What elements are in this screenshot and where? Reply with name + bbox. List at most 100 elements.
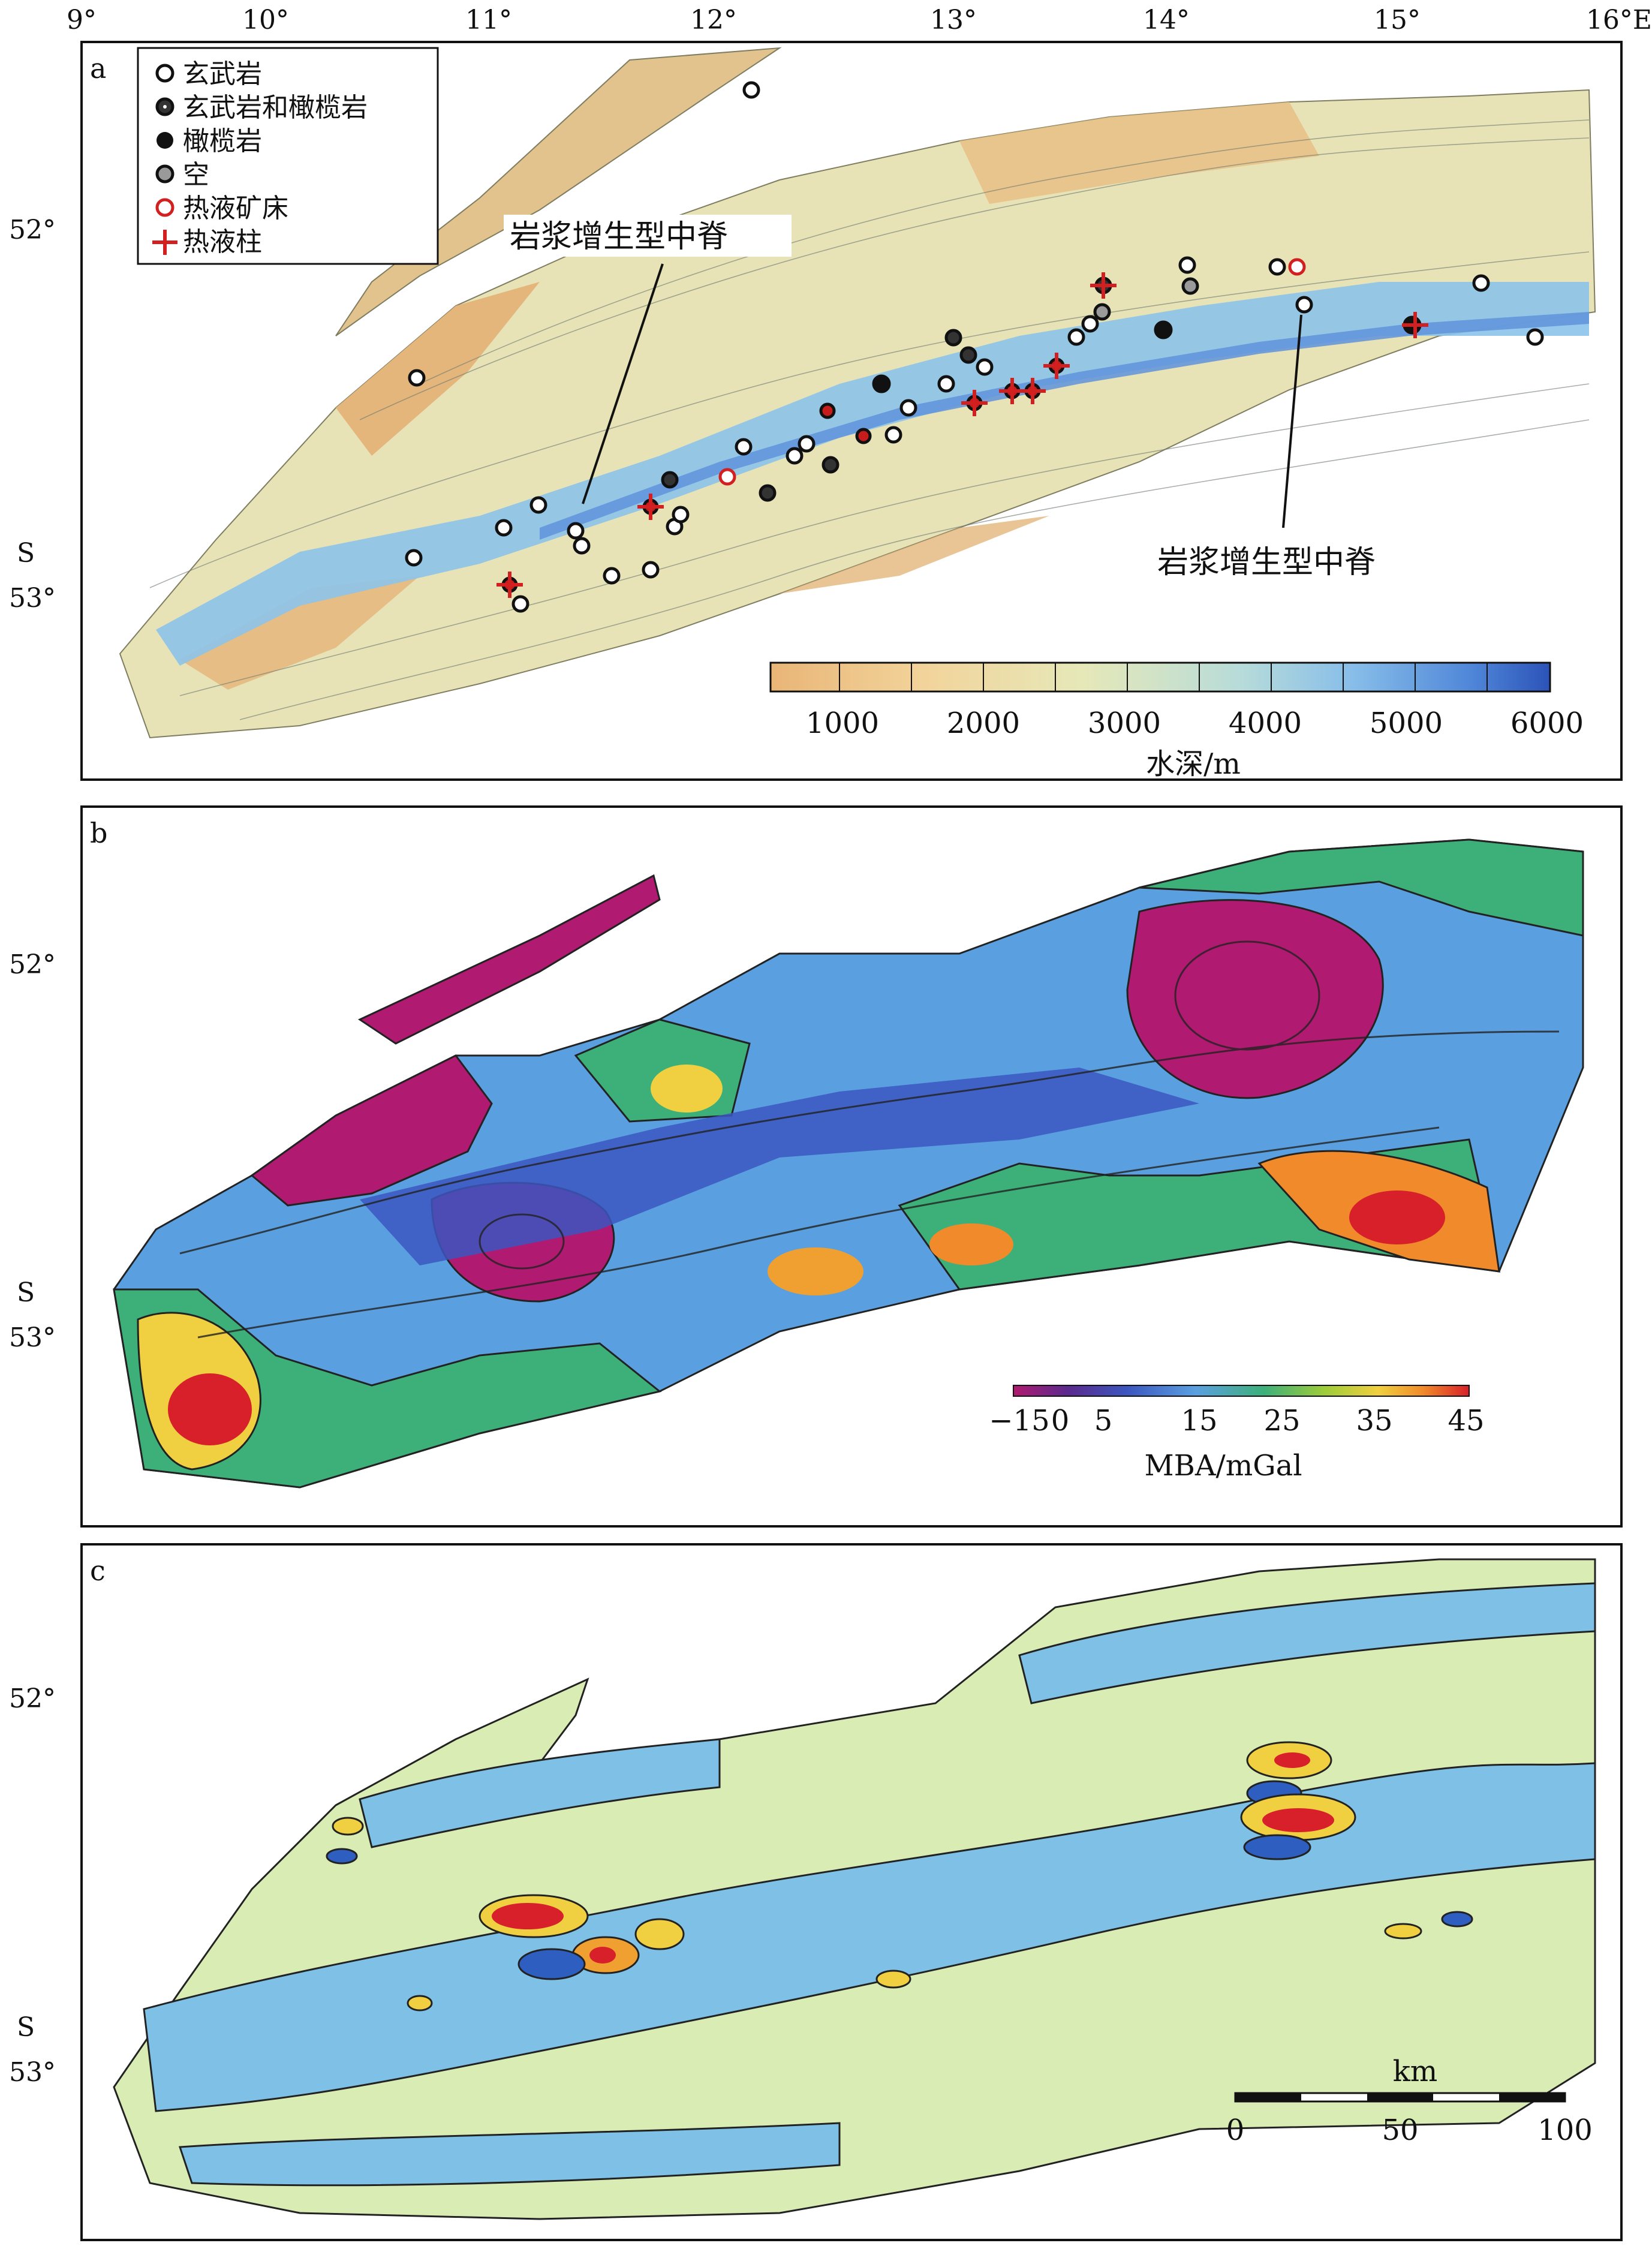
basalt-marker [405, 549, 423, 567]
basalt-peridotite-marker [822, 456, 839, 474]
basalt-marker [511, 595, 529, 613]
anomaly-positive-west-3 [634, 1918, 685, 1950]
basalt-peridotite-marker [959, 346, 977, 364]
empty-marker [1181, 277, 1199, 295]
lon-label-11: 11° [465, 5, 512, 35]
panel-a-lat-52: 52° [9, 215, 56, 245]
scale-tick-50: 50 [1382, 2113, 1418, 2147]
basalt-marker [495, 519, 513, 537]
red-cross-icon [1043, 353, 1070, 379]
annotation-leader-west [582, 263, 664, 504]
basalt-marker [735, 438, 753, 456]
scale-bar-segment [1235, 2093, 1301, 2101]
basalt-peridotite-marker [661, 471, 679, 489]
basalt-marker [529, 496, 547, 514]
annotation-bg-west [504, 215, 792, 257]
basalt-marker [884, 426, 902, 444]
scale-bar-unit: km [1393, 2055, 1438, 2088]
panel-a-bathymetry-map: a 52° S 53° 玄武岩 玄武岩和橄榄岩 橄榄岩 空 热液矿床 热液柱 岩… [9, 41, 1623, 781]
anomaly-small [1441, 1911, 1473, 1928]
open-circle-icon [155, 64, 174, 83]
mba-tick-35: 35 [1356, 1404, 1392, 1438]
shallow-ridge-flank-ne [959, 102, 1319, 204]
panel-b-map-area [113, 838, 1584, 1489]
panel-c-letter: c [90, 1555, 106, 1587]
red-cross-icon [637, 494, 664, 520]
legend-label-plume: 热液柱 [183, 227, 262, 257]
anomaly-positive-east-2-core [1262, 1808, 1334, 1832]
hydrothermal-plume-marker [855, 428, 872, 444]
legend-box [137, 47, 439, 265]
lon-label-14: 14° [1143, 5, 1190, 35]
annotation-leader-east [1282, 314, 1302, 528]
dotted-circle-center [163, 105, 167, 109]
hydrothermal-plume-marker [819, 402, 836, 419]
mba-max-southeast-core [1349, 1190, 1445, 1244]
mba-tick-neg15: −15 [989, 1404, 1049, 1438]
panel-a-border [80, 41, 1623, 781]
basalt-marker [567, 522, 585, 540]
anomaly-positive-west-2-core [589, 1947, 616, 1964]
panel-a-lat-53: 53° [9, 583, 56, 614]
annotation-magmatic-ridge-west: 岩浆增生型中脊 [510, 219, 728, 255]
basalt-marker [937, 375, 955, 393]
depth-tick-1000: 1000 [806, 706, 879, 740]
panel-c-lat-52: 52° [9, 1683, 56, 1714]
red-circle-icon [155, 198, 174, 217]
gray-circle-icon [155, 164, 174, 184]
mba-northwest-spur [357, 874, 661, 1045]
peridotite-marker [872, 374, 891, 393]
longitude-labels: 9° 10° 11° 12° 13° 14° 15° 16°E [67, 5, 1652, 35]
panel-b-lat-s: S [17, 1277, 35, 1308]
mba-colorbar-ramp [1013, 1385, 1470, 1397]
red-cross-icon [1019, 378, 1046, 404]
depth-tick-4000: 4000 [1229, 706, 1302, 740]
mba-low-west [250, 1054, 493, 1207]
panel-c-border [80, 1543, 1623, 2241]
red-cross-icon [961, 390, 988, 416]
anomaly-lows [143, 1582, 1596, 2187]
mba-colorbar-label: MBA/mGal [1144, 1449, 1302, 1483]
scale-tick-0: 0 [1226, 2113, 1245, 2147]
filled-circle-icon [157, 132, 173, 149]
mba-high-north [1139, 838, 1584, 937]
anomaly-negative-west [517, 1948, 586, 1980]
mba-high-south-small-2 [929, 1223, 1013, 1265]
legend-label-peridotite: 橄榄岩 [183, 126, 262, 157]
basalt-marker [742, 81, 760, 99]
panel-c-lat-s: S [17, 2012, 35, 2043]
basalt-marker [1268, 258, 1286, 276]
basalt-marker [1472, 274, 1490, 292]
basalt-marker [1067, 328, 1085, 346]
mba-tick-25: 25 [1263, 1404, 1300, 1438]
anomaly-small [407, 1995, 433, 2012]
empty-marker [1093, 303, 1111, 321]
basalt-marker [1526, 328, 1544, 346]
annotation-magmatic-ridge-east: 岩浆增生型中脊 [1157, 545, 1376, 581]
depth-colorbar-ramp [769, 662, 1551, 693]
basalt-marker [642, 561, 660, 579]
anomaly-small [332, 1817, 364, 1836]
red-cross-icon [1090, 272, 1117, 299]
anomaly-negative-east-2 [1243, 1834, 1311, 1860]
lon-label-15: 15° [1374, 5, 1421, 35]
red-cross-icon [152, 230, 177, 255]
panel-a-map-area [119, 47, 1596, 739]
lon-label-12: 12° [690, 5, 737, 35]
panel-b-mba-map: b 52° S 53° −15 0 5 15 25 35 45 MBA/mGal [9, 805, 1623, 1528]
panel-a-letter: a [90, 52, 106, 85]
basalt-marker [798, 435, 816, 453]
basalt-marker [672, 506, 690, 524]
depth-tick-6000: 6000 [1510, 706, 1584, 740]
axial-valley-deep [156, 282, 1589, 666]
basalt-marker [899, 399, 917, 417]
legend-label-deposit: 热液矿床 [183, 193, 288, 224]
panel-c-anomaly-map: c 52° S 53° km 0 50 100 [9, 1543, 1623, 2241]
mba-tick-0: 0 [1051, 1404, 1070, 1438]
anomaly-small [1384, 1923, 1422, 1940]
mba-tick-5: 5 [1094, 1404, 1113, 1438]
panel-b-border [80, 805, 1623, 1528]
scale-bar-segment [1499, 2093, 1565, 2101]
lon-label-10: 10° [242, 5, 289, 35]
mba-colorbar: −15 0 5 15 25 35 45 MBA/mGal [989, 1385, 1485, 1483]
